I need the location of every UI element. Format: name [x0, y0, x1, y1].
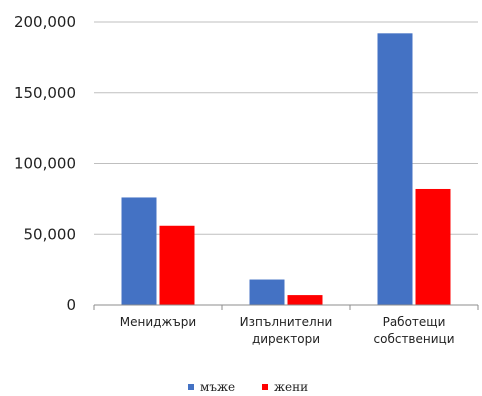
- y-tick-label: 200,000: [14, 13, 76, 31]
- y-tick-label: 150,000: [14, 84, 76, 102]
- y-tick-label: 50,000: [24, 225, 77, 243]
- gridlines: [94, 21, 478, 235]
- x-category-label: Мениджъри: [120, 315, 196, 329]
- x-category-label: Работещи: [383, 315, 446, 329]
- legend-label: жени: [274, 380, 308, 394]
- y-tick-label: 100,000: [14, 155, 76, 173]
- legend: мъже жени: [188, 380, 308, 394]
- x-category-labels: Мениджъри Изпълнителни директори Работещи со…: [120, 315, 455, 346]
- y-tick-label: 0: [66, 296, 76, 314]
- bar-мъже-1: [249, 279, 285, 305]
- x-category-label: директори: [252, 332, 320, 346]
- bar-жени-0: [159, 225, 195, 305]
- bar-жени-1: [287, 295, 323, 305]
- bars: [121, 33, 451, 305]
- bar-жени-2: [415, 188, 451, 305]
- x-category-label: собственици: [374, 332, 455, 346]
- bar-мъже-2: [377, 33, 413, 305]
- legend-swatch-жени: [262, 384, 268, 390]
- y-tick-labels: 0 50,000 100,000 150,000 200,000: [14, 13, 76, 314]
- axes: [93, 304, 479, 310]
- x-category-label: Изпълнителни: [240, 315, 333, 329]
- legend-label: мъже: [200, 380, 235, 394]
- bar-мъже-0: [121, 197, 157, 305]
- legend-swatch-мъже: [188, 384, 194, 390]
